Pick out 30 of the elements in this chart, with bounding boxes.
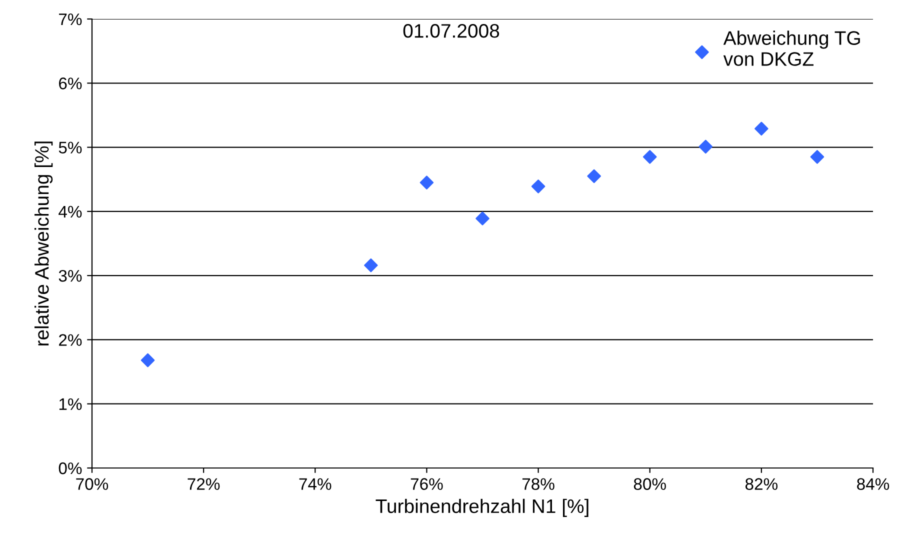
y-tick-label: 0% bbox=[58, 462, 82, 474]
point bbox=[140, 353, 155, 368]
x-tick-label: 72% bbox=[188, 478, 220, 490]
point bbox=[698, 140, 713, 154]
legend-label: Abweichung TG von DKGZ bbox=[723, 30, 860, 66]
x-axis-title: Turbinendrehzahl N1 [%] bbox=[376, 498, 588, 517]
x-tick-label: 76% bbox=[410, 478, 443, 490]
point bbox=[587, 169, 601, 184]
point bbox=[364, 258, 378, 272]
x-tick-label: 80% bbox=[634, 478, 666, 490]
point bbox=[642, 150, 657, 164]
point bbox=[810, 150, 824, 164]
point bbox=[531, 180, 546, 194]
y-tick-label: 2% bbox=[59, 334, 82, 346]
x-tick-label: 74% bbox=[299, 478, 332, 490]
y-tick-label: 4% bbox=[58, 206, 82, 218]
y-tick-label: 3% bbox=[58, 270, 82, 282]
annotation: 01.07.2008 bbox=[403, 24, 500, 38]
x-tick-label: 70% bbox=[76, 478, 108, 490]
y-tick-label: 6% bbox=[59, 78, 82, 90]
point bbox=[420, 176, 434, 190]
point bbox=[754, 122, 768, 136]
x-tick-label: 78% bbox=[522, 478, 554, 490]
y-tick-label: 7% bbox=[59, 13, 82, 26]
x-tick-label: 84% bbox=[857, 478, 890, 490]
y-tick-label: 1% bbox=[59, 398, 82, 410]
point bbox=[476, 212, 490, 226]
y-tick-label: 5% bbox=[58, 142, 82, 154]
y-axis-title: relative Abweichung [%] bbox=[34, 142, 53, 346]
x-tick-label: 82% bbox=[745, 478, 778, 490]
